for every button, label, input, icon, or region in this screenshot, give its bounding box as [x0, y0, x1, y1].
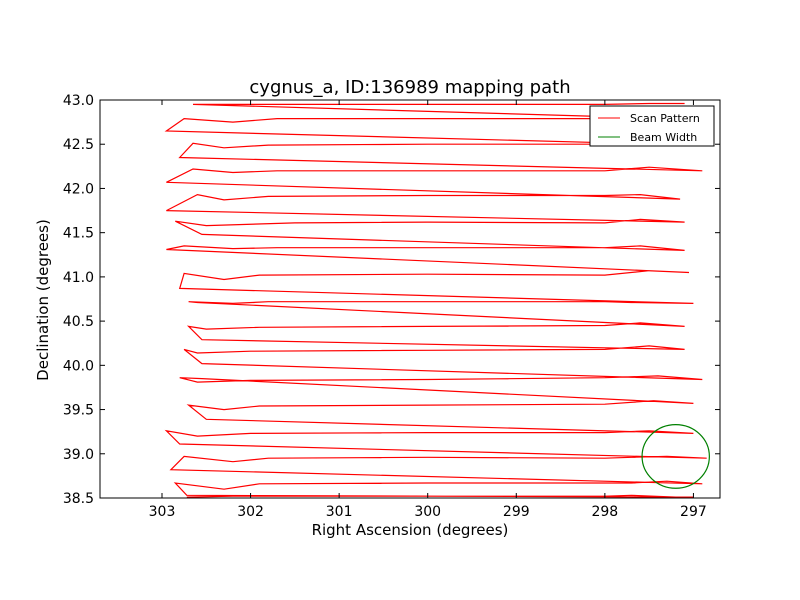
y-tick-label: 40.0 — [63, 358, 94, 374]
legend-frame — [589, 105, 715, 147]
y-tick-label: 40.5 — [63, 314, 94, 330]
plot-area: 303 302 301 300 299 298 297 38.5 39.0 39.5 40.0 40.… — [63, 93, 721, 520]
x-tick-label: 301 — [326, 504, 353, 520]
plot-frame — [99, 99, 721, 499]
y-tick-label: 41.5 — [63, 226, 94, 242]
x-tick-label: 303 — [149, 504, 176, 520]
x-tick-label: 302 — [237, 504, 264, 520]
y-tick-label: 42.5 — [63, 137, 94, 153]
x-axis-title: Right Ascension (degrees) — [312, 521, 509, 539]
legend-label-scan-pattern: Scan Pattern — [630, 112, 700, 125]
y-tick-label: 43.0 — [63, 93, 94, 109]
chart-title: cygnus_a, ID:136989 mapping path — [249, 77, 570, 98]
y-axis-title: Declination (degrees) — [34, 219, 52, 381]
legend-label-beam-width: Beam Width — [630, 131, 697, 144]
beam-width-circle — [641, 423, 710, 489]
x-tick-label: 297 — [680, 504, 707, 520]
x-tick-label: 300 — [414, 504, 441, 520]
legend: Scan Pattern Beam Width — [589, 105, 715, 147]
y-tick-label: 42.0 — [63, 181, 94, 197]
x-tick-label: 299 — [503, 504, 530, 520]
y-tick-label: 41.0 — [63, 270, 94, 286]
x-tick-label: 298 — [591, 504, 618, 520]
y-tick-label: 39.5 — [63, 403, 94, 419]
scan-pattern-line — [164, 102, 707, 498]
y-tick-label: 38.5 — [63, 491, 94, 507]
y-tick-label: 39.0 — [63, 447, 94, 463]
